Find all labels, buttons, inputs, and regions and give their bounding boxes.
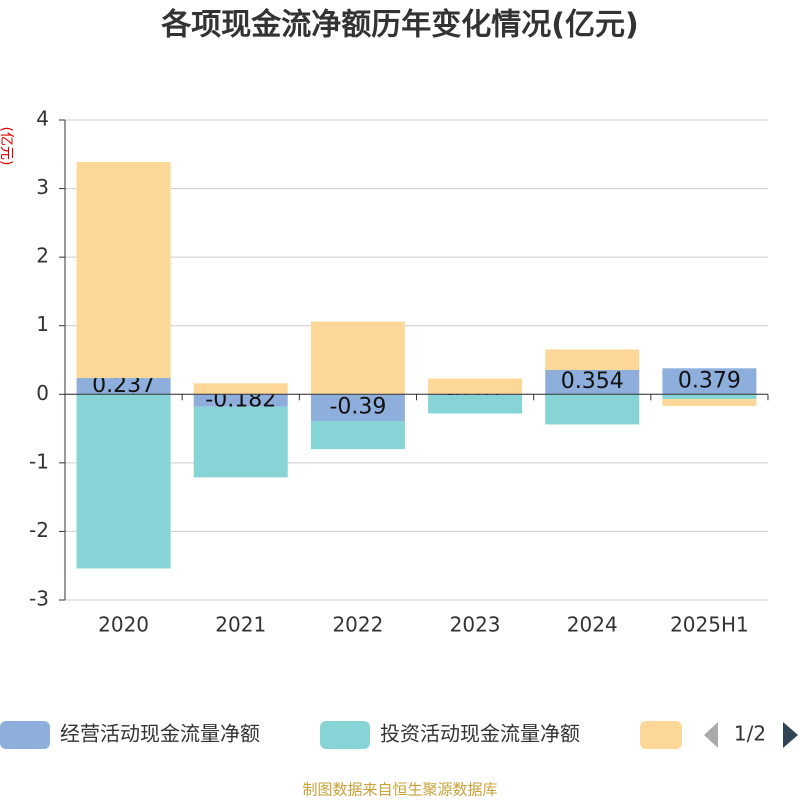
bar: [662, 368, 757, 395]
y-tick-label: 2: [36, 244, 49, 268]
bar: [310, 394, 405, 422]
x-tick-label: 2021: [215, 613, 266, 637]
data-label: 0.379: [678, 368, 741, 393]
bar: [310, 321, 405, 395]
y-tick-label: 3: [36, 175, 49, 199]
x-tick-label: 2022: [332, 613, 383, 637]
bar: [193, 383, 288, 395]
bar: [545, 349, 640, 371]
bar: [193, 406, 288, 478]
bar: [662, 399, 757, 406]
y-tick-label: 0: [36, 381, 49, 405]
chart-title: 各项现金流净额历年变化情况(亿元): [160, 8, 638, 43]
bar: [428, 378, 523, 395]
data-label: 0.354: [561, 369, 624, 394]
bar: [76, 162, 171, 379]
x-tick-label: 2025H1: [670, 613, 749, 637]
y-tick-label: -2: [29, 518, 49, 542]
bar: [428, 394, 523, 414]
legend-swatch: [320, 721, 370, 749]
legend-swatch: [640, 721, 682, 749]
bar: [545, 394, 640, 425]
y-tick-label: -3: [29, 587, 49, 611]
x-tick-label: 2024: [567, 613, 618, 637]
y-tick-label: -1: [29, 449, 49, 473]
legend-label: 经营活动现金流量净额: [60, 722, 260, 746]
y-axis-title: (亿元): [0, 127, 14, 166]
bar: [310, 421, 405, 450]
legend-page: 1/2: [734, 722, 766, 746]
bar: [76, 378, 171, 395]
bar: [662, 394, 757, 400]
data-label: -0.39: [329, 395, 386, 420]
y-tick-label: 1: [36, 312, 49, 336]
x-tick-label: 2020: [98, 613, 149, 637]
x-tick-label: 2023: [450, 613, 501, 637]
source-note: 制图数据来自恒生聚源数据库: [302, 781, 497, 799]
bar: [193, 394, 288, 407]
legend-next[interactable]: [783, 722, 798, 748]
y-tick-label: 4: [36, 107, 49, 131]
bar: [76, 394, 171, 569]
legend-prev[interactable]: [704, 722, 718, 748]
bar: [545, 370, 640, 395]
legend-swatch: [0, 721, 50, 749]
legend-label: 投资活动现金流量净额: [380, 722, 580, 746]
